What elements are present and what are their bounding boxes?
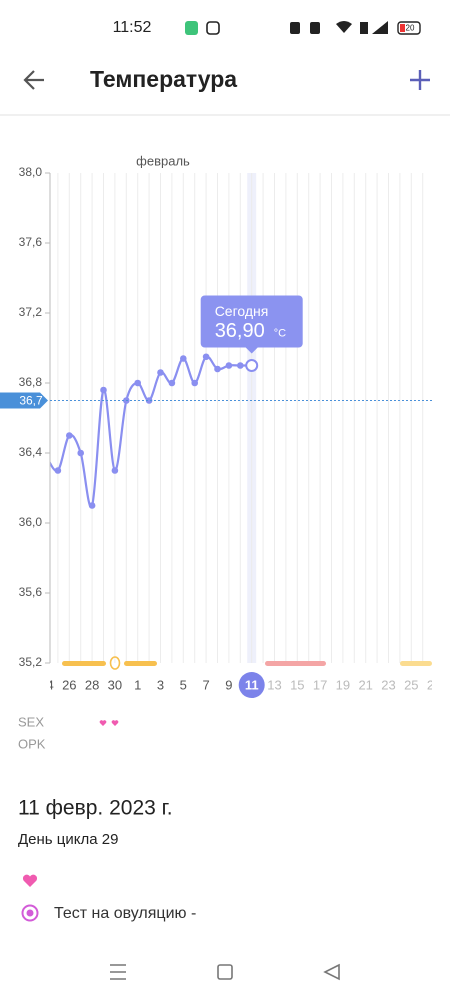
point [100, 386, 107, 394]
x-tick-label: 7 [202, 677, 209, 692]
point [54, 467, 62, 474]
ovulation-test-icon [21, 904, 39, 922]
sex-hearts [99, 720, 119, 726]
point [157, 369, 164, 376]
x-tick-label: 1 [134, 677, 141, 692]
x-tick-label: 11 [245, 677, 259, 692]
tooltip-unit: °C [274, 327, 286, 339]
point [191, 379, 198, 387]
x-tick-label: 17 [313, 677, 327, 692]
x-tick-label: 28 [85, 677, 99, 692]
y-tick-label: 35,6 [19, 585, 43, 599]
point [225, 362, 233, 369]
battery-text: 20 [406, 24, 415, 33]
nav-home[interactable] [217, 964, 233, 980]
tooltip-title: Сегодня [215, 303, 269, 319]
selected-date: 11 февр. 2023 г. [18, 797, 173, 820]
ovulation-test: Тест на овуляцию - [54, 905, 196, 922]
point-today [245, 359, 259, 372]
y-tick-label: 37,6 [19, 235, 43, 249]
sex-row-label: SEX [18, 714, 44, 729]
cycle-bands [62, 656, 432, 670]
sex-icon [22, 874, 38, 887]
y-tick-label: 36,0 [19, 515, 43, 529]
ovulation-mark [109, 656, 121, 670]
back-button[interactable] [23, 70, 44, 90]
point [237, 362, 244, 369]
predicted-period-band [265, 661, 326, 666]
x-tick-label: 26 [62, 677, 76, 692]
x-tick-label: 21 [358, 677, 372, 692]
tooltip-box [200, 295, 303, 354]
reference-flag [0, 392, 48, 409]
point [168, 379, 176, 387]
nav-menu[interactable] [110, 964, 126, 980]
ovulation-test-dot [26, 909, 34, 917]
period-band [124, 661, 157, 666]
point [43, 453, 50, 460]
x-tick-label: 3 [157, 677, 164, 692]
point [214, 365, 221, 373]
x-tick-label: 23 [381, 677, 395, 692]
x-tick-label: 9 [225, 677, 232, 692]
y-tick-label: 38,0 [19, 165, 43, 179]
period-band [62, 661, 106, 666]
y-tick-label: 36,8 [19, 375, 43, 389]
y-tick-label: 37,2 [19, 305, 43, 319]
point [66, 432, 73, 439]
point [202, 353, 210, 361]
app-icon [185, 21, 198, 35]
battery-level [400, 24, 405, 32]
status-icons [290, 21, 388, 34]
y-tick-label: 35,2 [19, 655, 43, 669]
add-button[interactable] [410, 70, 430, 90]
x-labels: 24 26 28 30 1 3 5 7 9 13 15 17 19 21 23 25 27 [39, 677, 441, 692]
x-tick-label: 24 [39, 677, 53, 692]
point [111, 467, 119, 474]
nav-back[interactable] [323, 963, 340, 981]
page-title: Температура [90, 66, 237, 92]
x-tick-label: 13 [267, 677, 281, 692]
x-tick-label: 30 [108, 677, 122, 692]
plot-area [43, 173, 424, 663]
point [145, 397, 153, 404]
today-marker [238, 672, 265, 698]
battery-icon [397, 21, 421, 35]
x-tick-label: 15 [290, 677, 304, 692]
x-tick-label: 25 [404, 677, 418, 692]
cycle-day: День цикла 29 [18, 831, 118, 848]
point [88, 502, 96, 509]
reference-label: 36,7 [19, 394, 43, 408]
instagram-icon [206, 21, 220, 35]
point [180, 355, 187, 362]
predicted-fertile-band [400, 661, 432, 666]
point [77, 449, 84, 457]
month-label: февраль [136, 153, 190, 168]
x-tick-label: 5 [180, 677, 187, 692]
x-tick-label: 19 [336, 677, 350, 692]
x-tick-label: 27 [427, 677, 441, 692]
opk-row-label: OPK [18, 736, 46, 751]
tooltip-value: 36,90 [215, 320, 265, 342]
status-time: 11:52 [113, 19, 152, 36]
point [134, 379, 141, 387]
y-tick-label: 36,4 [19, 445, 43, 459]
